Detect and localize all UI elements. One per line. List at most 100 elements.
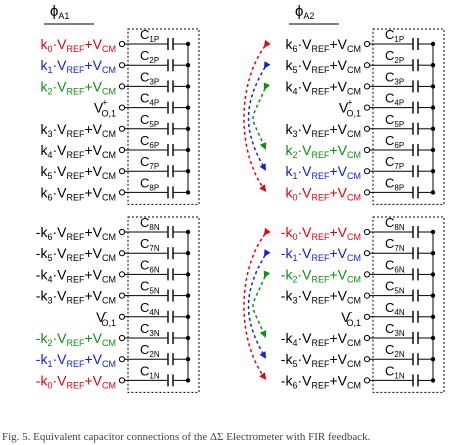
capacitor-label: C4P <box>385 91 404 108</box>
swap-arrow <box>247 249 271 359</box>
capacitor-label: C2P <box>140 48 159 65</box>
voltage-label: k3·VREF+VCM <box>40 121 116 139</box>
capacitor-label: C7N <box>385 236 405 253</box>
voltage-label: -k2·VREF+VCM <box>36 330 116 348</box>
terminal-node <box>363 146 371 154</box>
voltage-label: k2·VREF+VCM <box>40 78 116 96</box>
capacitor-array-box <box>127 216 200 393</box>
terminal-node <box>118 313 126 320</box>
terminal-node <box>363 62 371 69</box>
figure-caption: Fig. 5. Equivalent capacitor connections… <box>2 431 371 443</box>
terminal-node <box>118 377 126 384</box>
terminal-node <box>363 334 371 342</box>
voltage-label: k2·VREF+VCM <box>285 142 361 160</box>
terminal-node <box>363 168 371 175</box>
capacitor-label: C2N <box>385 342 405 359</box>
terminal-node <box>363 356 371 363</box>
capacitor-label: C8P <box>385 175 404 192</box>
voltage-label: k0·VREF+VCM <box>40 36 116 54</box>
terminal-node <box>118 104 126 111</box>
capacitor-label: C5P <box>385 112 404 129</box>
voltage-label: -k5·VREF+VCM <box>281 351 361 369</box>
swap-arrow <box>243 39 271 193</box>
swap-arrow <box>252 270 271 338</box>
terminal-node <box>118 146 126 154</box>
phase-label: ϕA1 <box>50 3 69 21</box>
voltage-label: -k4·VREF+VCM <box>281 330 361 348</box>
capacitor-label: C5N <box>140 279 160 296</box>
capacitor-label: C4P <box>140 91 159 108</box>
voltage-label: -k1·VREF+VCM <box>36 351 116 369</box>
capacitor-label: C4N <box>140 300 160 317</box>
voltage-label: k6·VREF+VCM <box>40 184 116 202</box>
voltage-label: k4·VREF+VCM <box>40 142 116 160</box>
voltage-label: -k4·VREF+VCM <box>36 266 116 284</box>
terminal-node <box>118 334 126 342</box>
terminal-node <box>118 356 126 363</box>
capacitor-label: C6N <box>140 257 160 274</box>
capacitor-label: C1P <box>140 27 159 44</box>
output-voltage-label: V-O,1 <box>96 307 116 328</box>
terminal-node <box>363 40 371 48</box>
terminal-node <box>118 83 126 90</box>
terminal-node <box>118 168 126 175</box>
terminal-node <box>118 228 126 236</box>
terminal-node <box>118 40 126 48</box>
voltage-label: -k6·VREF+VCM <box>281 372 361 390</box>
output-voltage-label: V+ O,1 <box>339 98 361 119</box>
terminal-node <box>363 313 371 320</box>
capacitor-array-box <box>372 28 445 205</box>
capacitor-label: C7N <box>140 236 160 253</box>
voltage-label: -k2·VREF+VCM <box>281 266 361 284</box>
terminal-node <box>363 104 371 111</box>
voltage-label: -k3·VREF+VCM <box>36 288 116 306</box>
voltage-label: k1·VREF+VCM <box>285 163 361 181</box>
capacitor-label: C8P <box>140 175 159 192</box>
terminal-node <box>118 62 126 69</box>
capacitor-label: C3N <box>385 321 405 338</box>
capacitor-label: C5P <box>140 112 159 129</box>
swap-arrow <box>252 82 271 150</box>
voltage-label: k1·VREF+VCM <box>40 57 116 75</box>
terminal-node <box>363 292 371 299</box>
capacitor-label: C2P <box>385 48 404 65</box>
terminal-node <box>363 83 371 90</box>
voltage-label: k6·VREF+VCM <box>285 36 361 54</box>
terminal-node <box>118 125 126 132</box>
swap-arrow <box>243 227 271 381</box>
voltage-label: k0·VREF+VCM <box>285 184 361 202</box>
voltage-label: -k6·VREF+VCM <box>36 224 116 242</box>
terminal-node <box>363 125 371 132</box>
capacitor-label: C7P <box>140 154 159 171</box>
capacitor-label: C7P <box>385 154 404 171</box>
capacitor-array-box <box>372 216 445 393</box>
capacitor-label: C2N <box>140 342 160 359</box>
swap-arrow <box>247 61 271 171</box>
capacitor-label: C4N <box>385 300 405 317</box>
capacitor-label: C5N <box>385 279 405 296</box>
terminal-node <box>363 228 371 236</box>
capacitor-label: C6N <box>385 257 405 274</box>
output-voltage-label: V-O,1 <box>341 307 361 328</box>
capacitor-array-box <box>127 28 200 205</box>
capacitor-label: C1N <box>385 363 405 380</box>
capacitor-label: C8N <box>385 215 405 232</box>
voltage-label: -k0·VREF+VCM <box>36 372 116 390</box>
voltage-label: k5·VREF+VCM <box>40 163 116 181</box>
capacitor-label: C6P <box>140 133 159 150</box>
terminal-node <box>363 189 371 196</box>
capacitor-label: C1P <box>385 27 404 44</box>
capacitor-label: C3N <box>140 321 160 338</box>
capacitor-label: C3P <box>385 69 404 86</box>
output-voltage-label: V+ O,1 <box>94 98 116 119</box>
terminal-node <box>363 250 371 257</box>
capacitor-label: C1N <box>140 363 160 380</box>
voltage-label: -k0·VREF+VCM <box>281 224 361 242</box>
terminal-node <box>118 189 126 196</box>
voltage-label: -k1·VREF+VCM <box>281 245 361 263</box>
voltage-label: -k5·VREF+VCM <box>36 245 116 263</box>
terminal-node <box>363 377 371 384</box>
voltage-label: -k3·VREF+VCM <box>281 288 361 306</box>
terminal-node <box>363 271 371 278</box>
